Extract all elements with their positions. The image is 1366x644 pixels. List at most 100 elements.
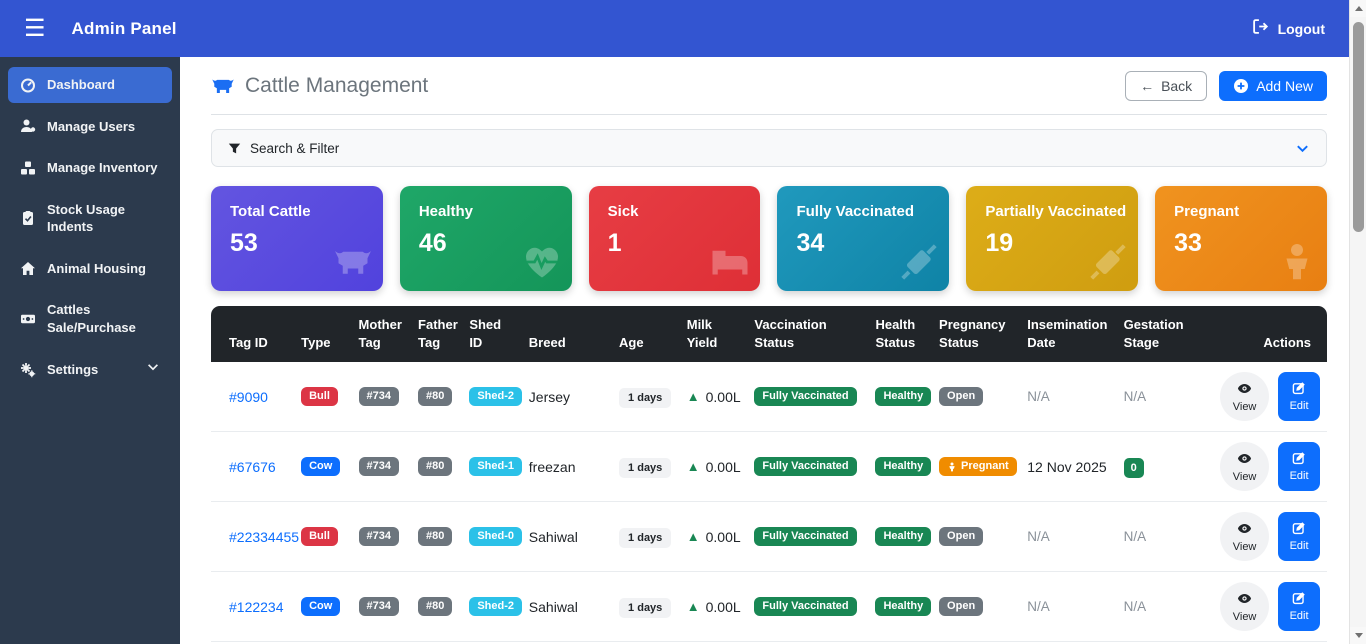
stat-value: 33 [1174, 229, 1202, 257]
cattle-table: Tag ID Type Mother Tag Father Tag Shed ID Bre… [211, 306, 1327, 644]
scroll-down-button[interactable] [1350, 627, 1366, 644]
milk-yield: ▲ 0.00L [686, 388, 741, 405]
eye-icon [1237, 521, 1252, 539]
pregnancy-status-badge: Open [939, 387, 984, 407]
sidebar-item-settings[interactable]: Settings [8, 351, 172, 388]
col-header-father-tag: Father Tag [412, 306, 464, 363]
triangle-up-icon [1354, 6, 1363, 11]
edit-button[interactable]: Edit [1278, 582, 1321, 632]
sidebar-item-label: Stock Usage Indents [47, 201, 126, 235]
arrow-left-icon: ← [1140, 78, 1155, 94]
funnel-icon [228, 142, 241, 155]
vertical-scrollbar[interactable] [1349, 0, 1366, 644]
sidebar: Dashboard Manage Users Manage Inventory … [0, 57, 180, 644]
col-header-health-status: Health Status [869, 306, 934, 363]
vaccination-status-badge: Fully Vaccinated [754, 597, 857, 617]
sidebar-item-label: Cattles Sale/Purchase [47, 302, 136, 335]
breed-text: Jersey [528, 388, 571, 405]
breed-text: freezan [528, 458, 576, 475]
age-badge: 1 days [619, 458, 672, 479]
col-header-pregnancy-status: Pregnancy Status [933, 306, 1022, 363]
view-button[interactable]: View [1220, 512, 1270, 562]
pencil-square-icon [1292, 521, 1306, 538]
search-filter-accordion[interactable]: Search & Filter [211, 129, 1327, 167]
insemination-date: 12 Nov 2025 [1027, 458, 1107, 475]
sidebar-item-dashboard[interactable]: Dashboard [8, 67, 172, 103]
cow-icon [211, 74, 235, 98]
sidebar-item-cattles-sale-purchase[interactable]: Cattles Sale/Purchase [8, 292, 172, 345]
gears-icon [20, 362, 36, 378]
table-row: #122234 Cow #734 #80 Shed-2 Sahiwal 1 da… [211, 571, 1327, 643]
col-header-breed: Breed [522, 306, 614, 363]
add-new-button[interactable]: Add New [1219, 71, 1327, 101]
col-header-actions: Actions [1214, 306, 1327, 363]
type-badge: Cow [301, 597, 341, 617]
view-button[interactable]: View [1220, 582, 1270, 632]
mother-tag-badge: #734 [358, 527, 400, 547]
shed-id-badge: Shed-1 [469, 457, 522, 477]
chevron-down-icon[interactable] [1295, 141, 1310, 156]
page-title-text: Cattle Management [245, 74, 429, 97]
tag-id-link[interactable]: #9090 [229, 388, 268, 405]
gestation-stage-badge: 0 [1123, 458, 1144, 479]
age-badge: 1 days [619, 598, 672, 619]
edit-button[interactable]: Edit [1278, 512, 1321, 562]
table-row: #22334455 Bull #734 #80 Shed-0 Sahiwal 1… [211, 501, 1327, 573]
stat-value: 53 [230, 229, 258, 257]
pregnancy-status-badge: Open [939, 597, 984, 617]
edit-button[interactable]: Edit [1278, 372, 1321, 422]
sidebar-item-animal-housing[interactable]: Animal Housing [8, 251, 172, 287]
sidebar-item-stock-usage-indents[interactable]: Stock Usage Indents [8, 192, 172, 245]
stat-label: Pregnant [1174, 203, 1240, 220]
tag-id-link[interactable]: #22334455 [229, 528, 300, 545]
milk-yield: ▲ 0.00L [686, 598, 741, 615]
vaccination-status-badge: Fully Vaccinated [754, 387, 857, 407]
health-status-badge: Healthy [875, 457, 932, 477]
insemination-date: N/A [1027, 599, 1050, 615]
edit-button[interactable]: Edit [1278, 442, 1321, 492]
pregnancy-status-badge: Pregnant [939, 457, 1017, 477]
page-title: Cattle Management [211, 74, 428, 98]
father-tag-badge: #80 [418, 387, 453, 407]
stat-label: Partially Vaccinated [985, 203, 1127, 220]
shed-id-badge: Shed-0 [469, 527, 522, 547]
sidebar-item-manage-users[interactable]: Manage Users [8, 109, 172, 145]
pencil-square-icon [1292, 591, 1306, 608]
logout-icon [1252, 18, 1269, 40]
stat-value: 46 [418, 229, 447, 257]
age-badge: 1 days [619, 528, 672, 549]
tag-id-link[interactable]: #122234 [229, 598, 284, 615]
breed-text: Sahiwal [528, 598, 578, 615]
top-navbar: ☰ Admin Panel Logout [0, 0, 1349, 57]
eye-icon [1237, 451, 1252, 469]
triangle-down-icon [1354, 633, 1363, 638]
logout-label: Logout [1277, 20, 1325, 37]
hamburger-icon[interactable]: ☰ [24, 14, 46, 42]
syringe-icon [1088, 244, 1128, 286]
sidebar-item-label: Settings [47, 361, 99, 377]
father-tag-badge: #80 [418, 527, 453, 547]
mother-tag-badge: #734 [358, 387, 400, 407]
header-divider [211, 114, 1327, 115]
health-status-badge: Healthy [875, 597, 932, 617]
view-button[interactable]: View [1220, 442, 1270, 492]
tag-id-link[interactable]: #67676 [229, 458, 276, 475]
vaccination-status-badge: Fully Vaccinated [754, 457, 857, 477]
stat-value: 19 [985, 229, 1014, 257]
view-button[interactable]: View [1220, 372, 1270, 422]
scroll-up-button[interactable] [1350, 0, 1366, 17]
insemination-date: N/A [1027, 529, 1050, 545]
back-button[interactable]: ← Back [1125, 71, 1208, 101]
logout-button[interactable]: Logout [1252, 18, 1325, 40]
type-badge: Bull [301, 527, 338, 547]
scrollbar-thumb[interactable] [1353, 22, 1364, 232]
table-header: Tag ID Type Mother Tag Father Tag Shed ID Bre… [211, 306, 1327, 363]
vaccination-status-badge: Fully Vaccinated [754, 527, 857, 547]
trend-up-icon: ▲ [686, 599, 700, 615]
sidebar-item-manage-inventory[interactable]: Manage Inventory [8, 150, 172, 186]
milk-yield: ▲ 0.00L [686, 458, 741, 475]
boxes-icon [20, 160, 36, 176]
breed-text: Sahiwal [528, 528, 578, 545]
col-header-type: Type [295, 306, 353, 363]
stat-card-partially-vaccinated: Partially Vaccinated 19 [966, 186, 1139, 291]
